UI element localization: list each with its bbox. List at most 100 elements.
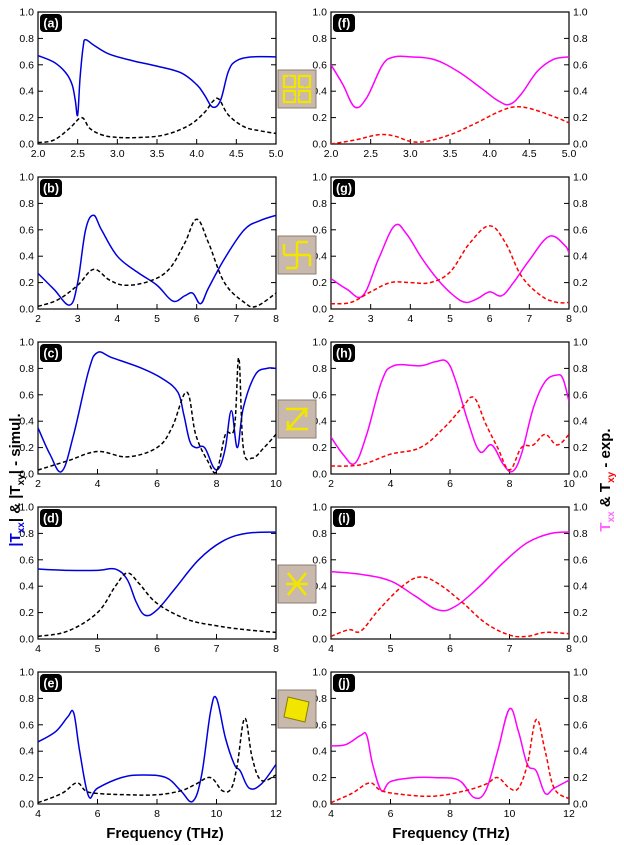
y-tick-label: 0.2 (312, 772, 327, 784)
y-tick-label: 1.0 (312, 172, 327, 184)
y-tick-label: 0.0 (312, 634, 327, 646)
panel-e: 0.0 0.2 0.4 0.6 0.8 1.0 4 6 8 10 12 (e) (19, 667, 282, 821)
plot-frame (330, 11, 570, 145)
y-tick-label: 0.8 (19, 363, 34, 375)
y-tick-label-right: 0.0 (573, 139, 588, 151)
series-line-xx (331, 707, 569, 800)
x-tick-label: 4 (407, 313, 413, 325)
panel-label: (i) (338, 512, 350, 526)
plot-frame (330, 341, 570, 475)
plot-frame (37, 506, 277, 640)
series-line-xx (38, 531, 276, 617)
y-tick-label: 0.0 (19, 469, 34, 481)
panel-label-badge (333, 179, 355, 197)
y-tick-label-right: 0.2 (573, 607, 588, 619)
x-tick-label: 10 (504, 808, 516, 820)
y-tick-label: 0.6 (19, 59, 34, 71)
x-tick-label: 7 (233, 313, 239, 325)
x-tick-label: 5 (447, 313, 453, 325)
y-tick-label: 0.4 (312, 746, 327, 758)
x-tick-label: 4 (95, 478, 101, 490)
panel-label-badge (333, 344, 355, 362)
swastika-like-pattern-icon (277, 235, 317, 275)
series-line-xx (38, 38, 276, 117)
y-tick-label-right: 0.4 (573, 581, 588, 593)
series-line-xy (331, 718, 569, 804)
y-tick-label-right: 0.8 (573, 363, 588, 375)
series-line-xy (38, 218, 276, 308)
y-tick-label: 0.0 (19, 799, 34, 811)
panel-label-badge (333, 674, 355, 692)
y-tick-label-right: 1.0 (573, 172, 588, 184)
panel-label: (a) (43, 17, 58, 31)
x-tick-label: 4 (35, 643, 41, 655)
y-tick-label: 0.2 (19, 112, 34, 124)
y-tick-label: 1.0 (312, 7, 327, 19)
panel-label-badge (40, 179, 62, 197)
x-tick-label: 3 (75, 313, 81, 325)
x-tick-label: 6 (388, 808, 394, 820)
y-tick-label-right: 1.0 (573, 502, 588, 514)
panel-f: 0.0 0.00.2 0.20.4 0.40.6 0.60.8 0.81.0 1.02.0 2… (312, 7, 587, 161)
y-tick-label-right: 0.2 (573, 772, 588, 784)
x-tick-label: 6 (487, 313, 493, 325)
x-tick-label: 8 (154, 808, 160, 820)
y-tick-label-right: 0.8 (573, 693, 588, 705)
x-axis-label-right: Frequency (THz) (392, 825, 510, 842)
panel-label: (g) (336, 182, 352, 196)
panel-b: 0.0 0.2 0.4 0.6 0.8 1.0 2 3 4 5 6 7 8 (b) (19, 172, 279, 326)
panel-h: 0.0 0.00.2 0.20.4 0.40.6 0.60.8 0.81.0 1.02 4 6 8… (312, 337, 587, 491)
z-shape-pattern-icon (277, 399, 317, 439)
y-tick-label-right: 0.4 (573, 746, 588, 758)
insets-layer (277, 69, 317, 729)
x-tick-label: 3.0 (110, 148, 125, 160)
y-tick-label: 0.4 (19, 581, 34, 593)
x-tick-label: 4.5 (229, 148, 244, 160)
series-line-xx (38, 214, 276, 306)
x-axis-label-left: Frequency (THz) (106, 825, 224, 842)
left-y-axis-label: |Txx| & |Txy| - simul. (7, 413, 27, 546)
cross-wire-pattern-icon (277, 564, 317, 604)
series-line-xy (331, 105, 569, 144)
x-tick-label: 4.5 (522, 148, 537, 160)
y-tick-label: 0.2 (19, 277, 34, 289)
x-tick-label: 5 (154, 313, 160, 325)
y-tick-label-right: 0.6 (573, 554, 588, 566)
y-tick-label: 0.0 (19, 304, 34, 316)
x-tick-label: 2.5 (70, 148, 85, 160)
panel-label: (j) (338, 677, 350, 691)
x-tick-label: 5 (388, 643, 394, 655)
y-tick-label-right: 0.4 (573, 86, 588, 98)
y-tick-label: 0.8 (312, 528, 327, 540)
y-tick-label: 1.0 (19, 667, 34, 679)
panel-label: (b) (43, 182, 59, 196)
y-tick-label: 0.6 (19, 719, 34, 731)
y-tick-label-right: 1.0 (573, 7, 588, 19)
y-tick-label: 0.6 (312, 554, 327, 566)
x-tick-label: 10 (563, 478, 575, 490)
y-tick-label-right: 1.0 (573, 667, 588, 679)
y-tick-label: 0.4 (19, 86, 34, 98)
x-tick-label: 3 (368, 313, 374, 325)
y-tick-label: 0.2 (312, 607, 327, 619)
panel-d: 0.0 0.2 0.4 0.6 0.8 1.0 4 5 6 7 8 (d) (19, 502, 279, 656)
panel-label: (c) (43, 347, 58, 361)
panel-label-badge (40, 14, 62, 32)
y-tick-label: 1.0 (312, 502, 327, 514)
panel-g: 0.0 0.00.2 0.20.4 0.40.6 0.60.8 0.81.0 1.02 3 4 5… (312, 172, 587, 326)
y-tick-label-right: 0.0 (573, 634, 588, 646)
y-tick-label: 0.2 (19, 607, 34, 619)
panels-layer: 0.0 0.2 0.4 0.6 0.8 1.0 2.0 2.5 3.0 3.5 4.0 4.5 5.0 (… (19, 7, 587, 821)
x-tick-label: 8 (447, 808, 453, 820)
y-tick-label: 0.8 (312, 363, 327, 375)
y-tick-label-right: 0.8 (573, 33, 588, 45)
x-tick-label: 2 (35, 478, 41, 490)
panel-label-badge (40, 509, 62, 527)
series-line-xy (331, 396, 569, 471)
y-tick-label: 1.0 (19, 172, 34, 184)
panel-a: 0.0 0.2 0.4 0.6 0.8 1.0 2.0 2.5 3.0 3.5 4.0 4.5 5.0 (… (19, 7, 283, 161)
tilted-square-patch-icon (277, 689, 317, 729)
series-line-xy (331, 225, 569, 305)
y-tick-label: 0.2 (312, 277, 327, 289)
